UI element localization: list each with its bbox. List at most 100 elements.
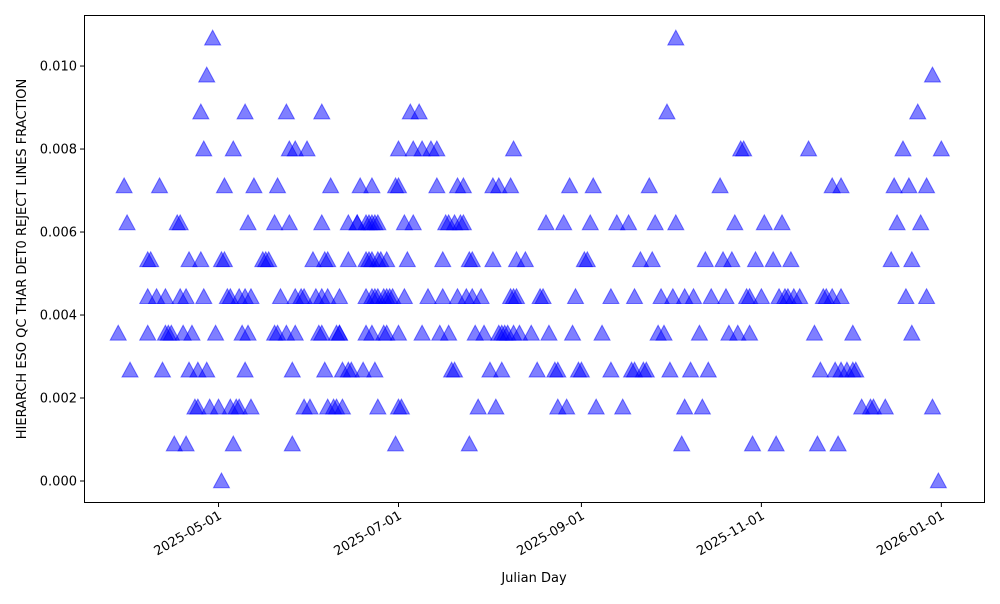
data-point: [811, 361, 830, 378]
data-point: [528, 361, 546, 378]
data-point: [389, 139, 408, 157]
data-point: [684, 287, 703, 305]
data-point: [280, 213, 299, 231]
data-point: [537, 213, 555, 231]
data-point: [398, 250, 417, 268]
data-point: [392, 398, 411, 415]
data-point: [318, 287, 337, 305]
data-point: [578, 250, 597, 268]
data-point: [637, 361, 656, 378]
data-point: [767, 435, 785, 452]
data-point: [224, 139, 243, 157]
data-point: [445, 361, 464, 378]
data-point: [699, 361, 718, 378]
data-point: [554, 213, 573, 231]
data-point: [522, 324, 541, 341]
data-point: [109, 324, 128, 341]
data-point: [354, 361, 372, 378]
data-point: [224, 435, 243, 452]
data-point: [150, 176, 169, 194]
data-point: [484, 250, 502, 268]
data-point: [799, 139, 818, 157]
data-point: [433, 287, 452, 305]
data-point: [492, 361, 511, 378]
data-point: [141, 250, 160, 268]
data-point: [472, 287, 490, 305]
data-point: [897, 287, 915, 305]
data-point: [351, 176, 369, 194]
data-point: [832, 287, 850, 305]
data-point: [301, 398, 319, 415]
data-point: [932, 139, 951, 157]
data-point: [613, 398, 632, 415]
data-point: [239, 324, 257, 341]
data-point: [115, 176, 133, 194]
data-point: [283, 435, 302, 452]
data-point: [463, 250, 482, 268]
data-point: [363, 324, 381, 341]
data-point: [363, 176, 381, 194]
data-point: [177, 435, 195, 452]
data-point: [723, 250, 741, 268]
data-point: [646, 213, 665, 231]
data-point: [286, 324, 305, 341]
data-point: [666, 213, 685, 231]
data-point: [728, 324, 747, 341]
data-point: [433, 250, 452, 268]
data-point: [242, 287, 260, 305]
data-point: [206, 324, 225, 341]
data-point: [304, 250, 322, 268]
data-point: [191, 103, 210, 120]
data-point: [138, 324, 157, 341]
data-point: [239, 213, 257, 231]
data-point: [189, 398, 207, 415]
data-point: [690, 324, 709, 341]
data-point: [563, 324, 582, 341]
data-point: [584, 176, 603, 194]
data-point: [672, 435, 691, 452]
data-point: [197, 66, 216, 83]
data-point: [843, 324, 862, 341]
data-point: [312, 324, 331, 341]
data-point: [675, 398, 694, 415]
data-point: [652, 287, 670, 305]
data-point: [655, 324, 673, 341]
data-point: [366, 361, 384, 378]
data-point: [631, 250, 650, 268]
data-point: [640, 176, 659, 194]
data-point: [389, 324, 408, 341]
data-point: [315, 361, 334, 378]
data-point: [286, 139, 305, 157]
data-point: [389, 176, 408, 194]
data-point: [404, 213, 423, 231]
data-point: [194, 287, 213, 305]
data-point: [454, 213, 473, 231]
data-point: [318, 250, 337, 268]
data-point: [664, 287, 682, 305]
data-point: [191, 250, 210, 268]
data-point: [746, 250, 765, 268]
data-point: [625, 287, 644, 305]
data-point: [209, 398, 228, 415]
data-point: [413, 324, 431, 341]
data-point: [242, 398, 260, 415]
data-point: [489, 176, 508, 194]
y-tick-label: 0.006: [40, 226, 77, 241]
data-point: [619, 213, 638, 231]
data-point: [165, 435, 184, 452]
data-point: [790, 287, 809, 305]
data-point: [183, 324, 201, 341]
data-point: [725, 213, 744, 231]
data-point: [333, 398, 352, 415]
y-tick-label: 0.000: [40, 475, 77, 490]
y-tick-label: 0.010: [40, 60, 77, 75]
data-point: [864, 398, 883, 415]
data-point: [773, 213, 791, 231]
data-point: [540, 324, 558, 341]
data-point: [888, 213, 906, 231]
data-point: [369, 213, 387, 231]
data-point: [312, 103, 331, 120]
markers-layer: [109, 29, 951, 489]
data-point: [481, 361, 499, 378]
